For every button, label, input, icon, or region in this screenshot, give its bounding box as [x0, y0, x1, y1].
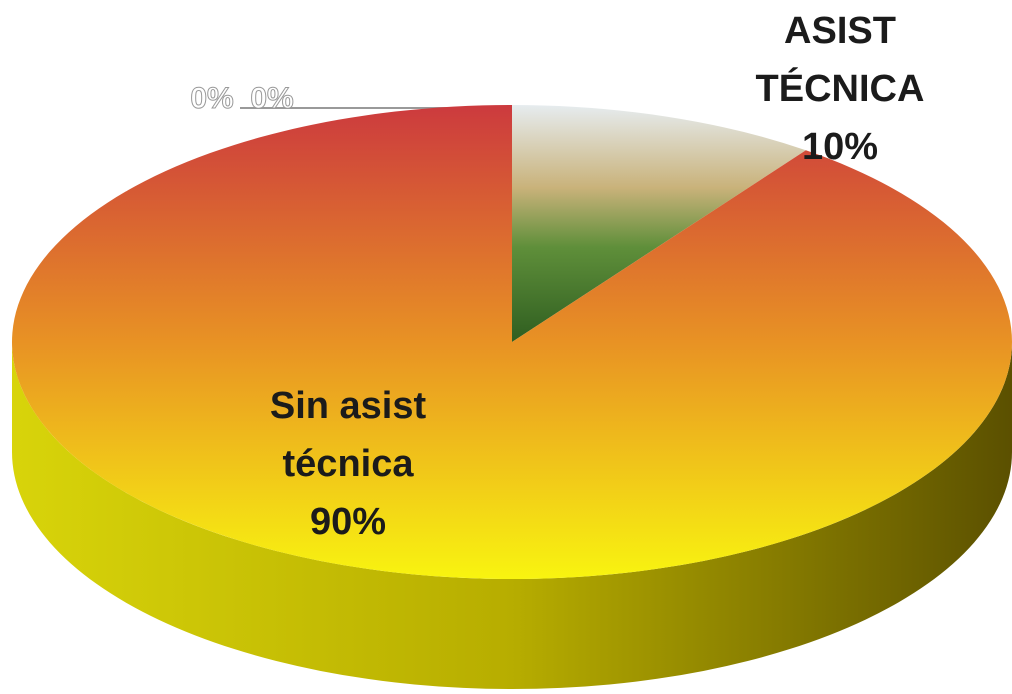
pie-slice	[512, 105, 806, 342]
category-label: Sin asist técnica	[269, 385, 427, 485]
value-label: 10%	[801, 126, 879, 168]
slice-label: 0%	[250, 70, 294, 128]
pie-side	[12, 342, 1012, 689]
slice-label: Sin asist técnica 90%	[258, 377, 438, 551]
category-label: ASIST TÉCNICA	[755, 10, 925, 110]
pie-slice	[12, 105, 1012, 579]
value-label: 0%	[250, 82, 294, 116]
slice-label: ASIST TÉCNICA 10%	[750, 2, 930, 176]
slice-label: 0%	[190, 70, 234, 128]
value-label: 0%	[190, 82, 234, 116]
value-label: 90%	[309, 501, 387, 543]
